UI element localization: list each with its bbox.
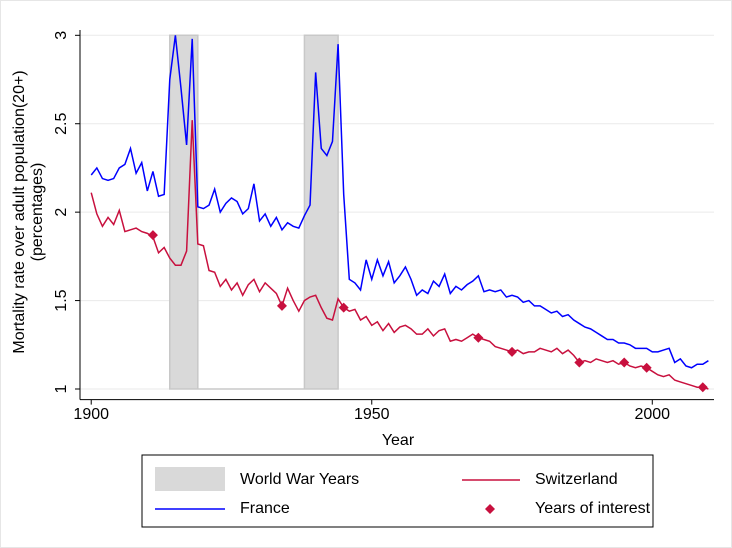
- war-area: [169, 34, 339, 390]
- x-axis-title: Year: [382, 432, 415, 449]
- point-marker: [574, 357, 585, 368]
- y-tick-label: 2: [53, 208, 70, 217]
- legend-box: [141, 454, 654, 528]
- y-tick-label: 1.5: [53, 289, 70, 311]
- point-marker: [507, 346, 518, 357]
- legend-label: Years of interest: [535, 500, 651, 517]
- series-line: [90, 35, 709, 369]
- legend-swatch: [155, 467, 225, 491]
- x-tick-label: 2000: [634, 406, 670, 423]
- point-marker: [619, 357, 630, 368]
- x-tick-label: 1950: [354, 406, 390, 423]
- point-marker: [338, 302, 349, 313]
- point-marker: [473, 332, 484, 343]
- point-marker: [697, 382, 708, 393]
- y-tick-label: 2.5: [53, 113, 70, 135]
- y-tick-label: 1: [53, 384, 70, 393]
- point-marker: [641, 362, 652, 373]
- legend-label: Switzerland: [535, 471, 618, 488]
- x-tick-label: 1900: [73, 406, 109, 423]
- legend-swatch: [485, 504, 495, 514]
- series-line: [90, 120, 709, 390]
- y-axis-title: Mortality rate over adult population(20+…: [11, 70, 28, 353]
- y-axis-title: (percentages): [29, 163, 46, 262]
- legend-label: France: [240, 500, 290, 517]
- y-tick-label: 3: [53, 31, 70, 40]
- point-marker: [147, 230, 158, 241]
- legend-label: World War Years: [240, 471, 359, 488]
- point-marker: [276, 300, 287, 311]
